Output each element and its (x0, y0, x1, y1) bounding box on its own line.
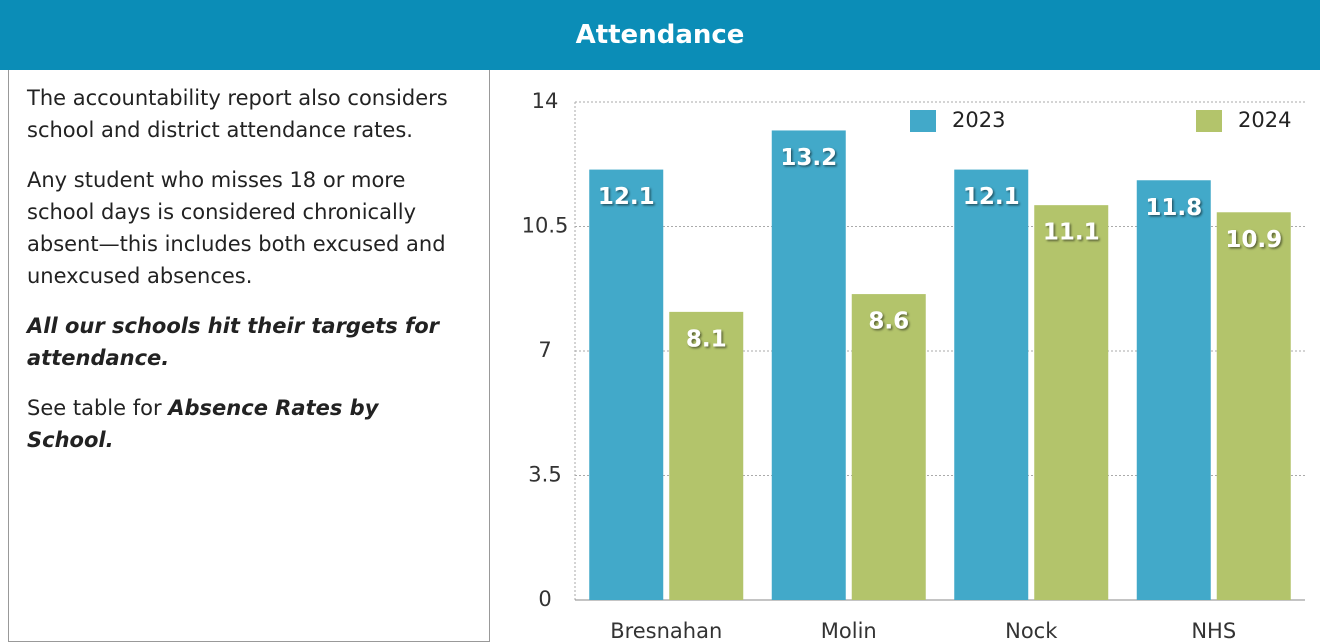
y-tick-label: 14 (532, 89, 559, 113)
legend-label: 2024 (1238, 108, 1291, 132)
text: See table for (27, 396, 169, 420)
legend-swatch (1196, 110, 1222, 132)
header-title: Attendance (575, 20, 745, 50)
x-tick-label: Bresnahan (610, 619, 722, 643)
x-tick-label: Nock (1005, 619, 1058, 643)
y-tick-label: 0 (538, 587, 551, 611)
text-panel: The accountability report also considers… (8, 70, 490, 642)
paragraph: The accountability report also considers… (27, 86, 448, 142)
data-label: 8.1 (686, 326, 727, 352)
data-label: 11.8 (1145, 195, 1202, 221)
paragraph: All our schools hit their targets for at… (27, 314, 439, 370)
x-tick-label: NHS (1191, 619, 1236, 643)
bar (1034, 205, 1109, 600)
header: Attendance (0, 0, 1320, 70)
data-label: 12.1 (963, 184, 1020, 210)
bar (589, 169, 664, 601)
legend-label: 2023 (952, 108, 1005, 132)
bar (1216, 212, 1291, 600)
paragraph: Any student who misses 18 or more school… (27, 168, 446, 288)
data-label: 8.6 (868, 309, 909, 335)
data-label: 10.9 (1225, 227, 1282, 253)
y-tick-label: 3.5 (528, 463, 561, 487)
paragraph: See table for Absence Rates by School. (27, 392, 471, 456)
data-label: 11.1 (1043, 220, 1100, 246)
data-label: 13.2 (780, 145, 837, 171)
text: Absence Rates by School. (27, 396, 379, 452)
x-tick-label: Molin (821, 619, 877, 643)
bar (669, 311, 744, 600)
y-tick-label: 10.5 (522, 214, 569, 238)
bar (1136, 180, 1211, 600)
data-label: 12.1 (598, 184, 655, 210)
bar (851, 294, 926, 600)
bar (771, 130, 846, 600)
legend-swatch (910, 110, 936, 132)
y-tick-label: 7 (538, 338, 551, 362)
bar (954, 169, 1029, 601)
